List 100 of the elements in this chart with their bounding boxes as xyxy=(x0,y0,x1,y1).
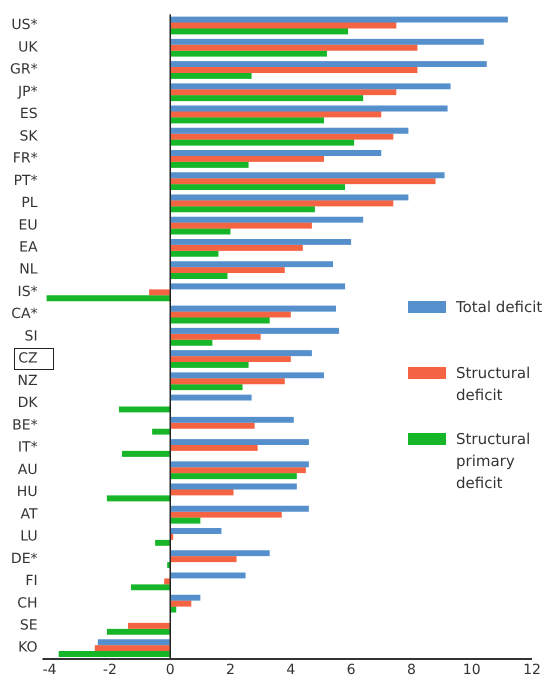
bar xyxy=(170,106,448,112)
bar xyxy=(170,606,176,613)
y-tick-label: US* xyxy=(11,17,38,34)
bar xyxy=(98,639,170,646)
bar xyxy=(170,556,237,562)
legend-label: Structural primary deficit xyxy=(456,429,532,494)
bar xyxy=(170,518,200,524)
bar xyxy=(170,334,261,340)
bar xyxy=(118,406,170,412)
y-tick-label: JP* xyxy=(17,84,38,100)
bar xyxy=(170,473,297,480)
bar xyxy=(170,572,246,578)
bar xyxy=(170,216,364,223)
bar xyxy=(155,540,170,546)
y-tick-label: AT xyxy=(20,506,38,522)
bar xyxy=(170,261,334,268)
bar xyxy=(170,206,315,212)
bar xyxy=(170,28,348,34)
bar xyxy=(170,172,445,178)
x-tick-label: 6 xyxy=(346,662,356,678)
bar xyxy=(170,273,228,279)
y-tick-label: BE* xyxy=(12,417,38,434)
x-tick-label: 10 xyxy=(462,662,481,678)
bar xyxy=(170,117,324,124)
bar xyxy=(170,111,382,118)
y-tick-label: CA* xyxy=(11,306,38,322)
bar xyxy=(170,378,285,384)
bar xyxy=(122,450,170,457)
y-tick-label: FR* xyxy=(12,150,38,167)
bar xyxy=(170,422,255,429)
bar xyxy=(152,428,170,435)
bar xyxy=(170,394,252,401)
bar xyxy=(149,289,170,296)
y-tick-label: NZ xyxy=(18,372,38,389)
y-tick-label: PT* xyxy=(14,172,38,189)
bar xyxy=(170,140,354,146)
y-tick-label: DK xyxy=(18,395,38,412)
bar xyxy=(170,528,222,534)
x-tick-label: 12 xyxy=(523,662,541,678)
bar xyxy=(170,83,451,90)
bar xyxy=(170,318,270,324)
bar xyxy=(170,594,200,601)
x-tick-label: 8 xyxy=(406,662,416,678)
x-tick-label: 4 xyxy=(286,662,296,678)
y-tick-label: EA xyxy=(19,240,38,256)
x-tick-label: -4 xyxy=(42,662,57,678)
bar xyxy=(131,584,170,590)
bar xyxy=(170,194,408,200)
bar xyxy=(170,250,218,257)
bar xyxy=(170,328,340,334)
y-tick-label: ES xyxy=(20,106,38,122)
bar xyxy=(106,628,170,635)
bar xyxy=(170,95,364,102)
y-tick-label: NL xyxy=(19,262,38,278)
y-tick-label: IS* xyxy=(18,284,38,300)
bar xyxy=(170,350,312,356)
bar xyxy=(170,50,327,57)
bar xyxy=(170,238,352,245)
x-tick-label: 2 xyxy=(226,662,235,678)
bar xyxy=(170,340,212,346)
bar xyxy=(94,645,170,652)
bar xyxy=(170,384,243,390)
y-tick-label: EU xyxy=(18,217,38,234)
y-tick-label: HU xyxy=(16,484,38,500)
bar xyxy=(170,61,487,68)
y-tick-label: FI xyxy=(25,573,38,590)
x-tick-label: 0 xyxy=(166,662,175,678)
bar xyxy=(170,461,309,468)
bar xyxy=(170,467,306,474)
legend-label: Total deficit xyxy=(456,297,544,318)
bar xyxy=(170,200,394,206)
y-tick-label: PL xyxy=(21,195,38,212)
bar xyxy=(170,150,382,156)
bar xyxy=(46,295,170,302)
bar xyxy=(170,439,309,446)
y-tick-label: SE xyxy=(20,617,38,634)
bar xyxy=(170,600,192,607)
legend-label: Structural deficit xyxy=(456,363,532,406)
bar xyxy=(170,445,258,451)
bar xyxy=(170,128,408,134)
bar xyxy=(170,489,234,496)
y-tick-label: CZ xyxy=(18,350,38,367)
bar xyxy=(170,267,285,274)
y-tick-label: AU xyxy=(18,462,38,478)
bar xyxy=(170,72,252,79)
bar xyxy=(170,67,418,73)
bar xyxy=(170,362,249,368)
bar xyxy=(170,312,291,318)
y-tick-label: KO xyxy=(18,640,38,656)
bar xyxy=(170,178,436,184)
bar xyxy=(170,484,297,490)
y-tick-label: GR* xyxy=(10,62,38,78)
bar xyxy=(170,228,231,235)
bar xyxy=(170,512,282,518)
bar xyxy=(170,184,346,190)
bar xyxy=(170,89,396,96)
bar xyxy=(170,306,336,312)
y-tick-label: SK xyxy=(20,128,38,144)
bar xyxy=(106,495,170,502)
bar xyxy=(164,578,170,584)
